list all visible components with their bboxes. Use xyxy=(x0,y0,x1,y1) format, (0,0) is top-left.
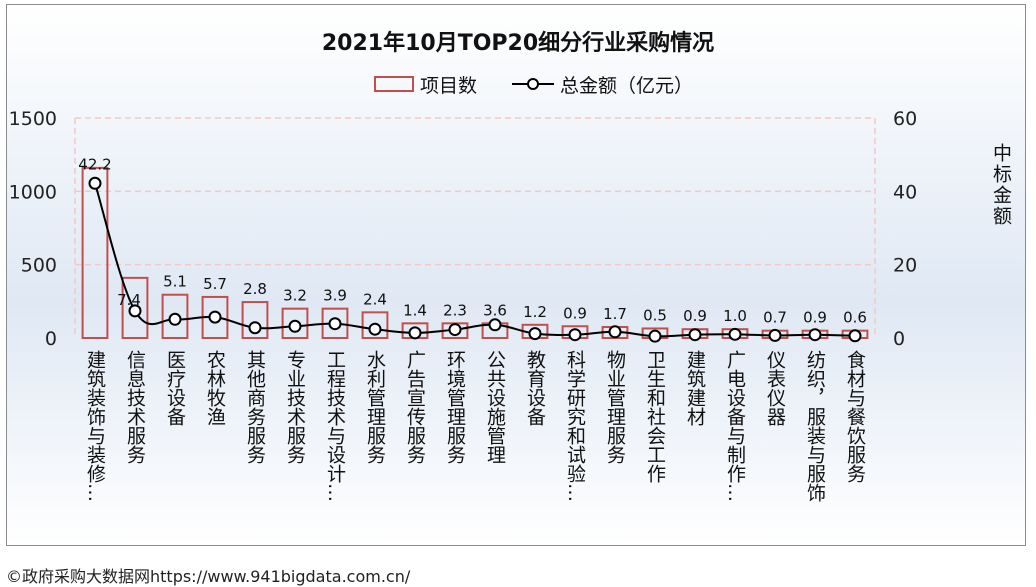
data-label: 5.1 xyxy=(163,273,187,291)
y-axis-right-label: 中标金额 xyxy=(990,143,1012,227)
category-label: 医疗设备 xyxy=(164,350,186,426)
bar xyxy=(241,301,269,340)
y-left-tick-label: 0 xyxy=(45,328,57,350)
plot-background xyxy=(7,5,1025,545)
category-label: 农林牧渔 xyxy=(204,350,226,426)
y-axis-right: 0 20 40 60 xyxy=(893,108,917,350)
line-points xyxy=(88,176,862,343)
category-label: 科学研究和试验… xyxy=(564,350,586,502)
y-left-tick-label: 1500 xyxy=(9,108,57,130)
category-label: 物业管理服务 xyxy=(604,350,626,464)
line-point xyxy=(408,326,422,340)
line-point xyxy=(248,321,262,335)
chart: 2021年10月TOP20细分行业采购情况 项目数 总金额（亿元） 0 500 10… xyxy=(7,5,1025,545)
data-label: 3.6 xyxy=(483,301,507,319)
line-point xyxy=(88,176,102,190)
line-point xyxy=(368,322,382,336)
data-label: 5.7 xyxy=(203,275,227,293)
category-label: 其他商务服务 xyxy=(244,350,266,464)
data-label: 42.2 xyxy=(78,155,111,173)
category-label: 食材与餐饮服务 xyxy=(844,350,866,483)
line-point xyxy=(688,328,702,342)
data-label: 0.9 xyxy=(803,309,827,327)
line-point xyxy=(848,329,862,343)
y-left-tick-label: 1000 xyxy=(9,181,57,203)
line-point xyxy=(328,317,342,331)
line-point xyxy=(488,318,502,332)
category-label: 工程技术与设计… xyxy=(324,350,346,502)
category-label: 公共设施管理 xyxy=(484,350,506,464)
legend: 项目数 总金额（亿元） xyxy=(374,75,693,97)
data-label: 1.2 xyxy=(523,303,547,321)
chart-title: 2021年10月TOP20细分行业采购情况 xyxy=(322,30,714,56)
data-label: 0.7 xyxy=(763,309,787,327)
data-label: 1.7 xyxy=(603,305,627,323)
line-point xyxy=(288,319,302,333)
bar xyxy=(361,311,389,340)
y-right-tick-label: 40 xyxy=(893,181,917,203)
chart-frame xyxy=(6,4,1026,546)
legend-line-label: 总金额（亿元） xyxy=(560,75,693,97)
line-point xyxy=(128,304,142,318)
data-labels: 42.2 7.4 5.1 5.7 2.8 3.2 3.9 2.4 1.4 2.3 3.6 1.2 0.9… xyxy=(78,155,867,326)
data-label: 0.6 xyxy=(843,309,867,327)
y-right-tick-label: 0 xyxy=(893,328,905,350)
category-label: 环境管理服务 xyxy=(444,350,466,464)
y-right-tick-label: 60 xyxy=(893,108,917,130)
y-axis-left: 0 500 1000 1500 xyxy=(9,108,57,350)
line-point xyxy=(728,327,742,341)
category-label: 卫生和社会工作 xyxy=(644,350,666,483)
line-point xyxy=(208,310,222,324)
category-label: 信息技术服务 xyxy=(124,350,146,464)
line-point xyxy=(768,328,782,342)
data-label: 0.9 xyxy=(683,307,707,325)
category-label: 建筑建材 xyxy=(684,350,706,426)
line-point xyxy=(808,328,822,342)
category-label: 教育设备 xyxy=(524,350,546,426)
category-label: 仪表仪器 xyxy=(764,350,786,426)
category-label: 水利管理服务 xyxy=(364,350,386,464)
line-point xyxy=(568,328,582,342)
data-label: 3.9 xyxy=(323,287,347,305)
legend-line-marker xyxy=(527,78,539,90)
source-note: ©政府采购大数据网https://www.941bigdata.com.cn/ xyxy=(6,567,411,586)
legend-bar-swatch xyxy=(374,76,414,92)
line-point xyxy=(528,327,542,341)
x-axis-categories: 建筑装饰与装修… 信息技术服务 医疗设备 农林牧渔 其他商务服务 专业技术服务 工程技术与设… xyxy=(84,350,866,502)
data-label: 3.2 xyxy=(283,287,307,305)
y-left-tick-label: 500 xyxy=(21,255,57,277)
data-label: 2.8 xyxy=(243,280,267,298)
data-label: 1.4 xyxy=(403,301,427,319)
data-label: 0.9 xyxy=(563,304,587,322)
category-label: 建筑装饰与装修… xyxy=(84,350,106,502)
y-right-tick-label: 20 xyxy=(893,255,917,277)
bar xyxy=(81,166,109,339)
line-point xyxy=(168,312,182,326)
bar xyxy=(281,307,309,339)
category-label: 广告宣传服务 xyxy=(404,350,426,464)
gridlines xyxy=(74,117,876,338)
data-label: 2.4 xyxy=(363,290,387,308)
data-label: 7.4 xyxy=(117,291,141,309)
data-label: 0.5 xyxy=(643,306,667,324)
line-point xyxy=(608,325,622,339)
bar xyxy=(161,293,189,340)
category-label: 专业技术服务 xyxy=(284,350,306,464)
data-label: 1.0 xyxy=(723,307,747,325)
legend-bar-label: 项目数 xyxy=(420,75,477,97)
line-point xyxy=(448,323,462,337)
data-label: 2.3 xyxy=(443,301,467,319)
line-point xyxy=(648,329,662,343)
bar xyxy=(121,276,149,340)
category-label: 纺织，服装与服饰 xyxy=(804,350,826,502)
category-label: 广电设备与制作… xyxy=(724,350,746,502)
